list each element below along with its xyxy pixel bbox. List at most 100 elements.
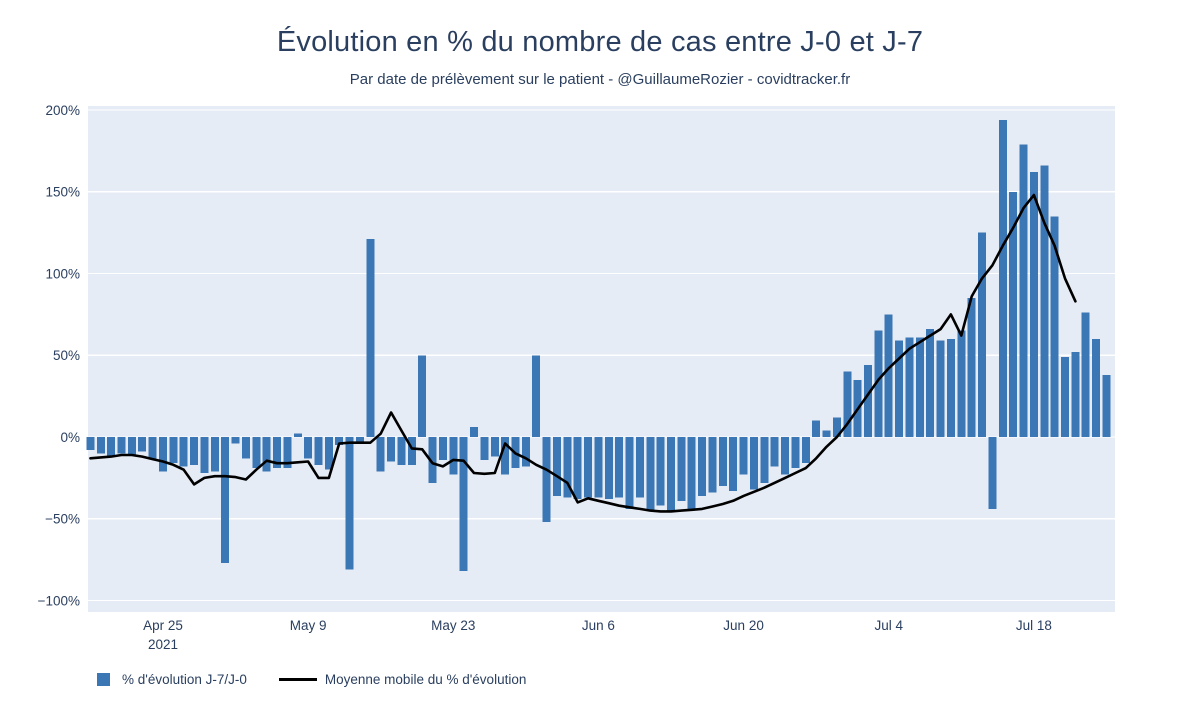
evolution-bar: [635, 437, 644, 498]
evolution-bar: [573, 437, 582, 500]
evolution-bar: [418, 355, 427, 437]
evolution-bar: [832, 417, 841, 437]
x-tick-label: Jun 6: [582, 618, 615, 633]
bar-series-swatch: [97, 672, 110, 686]
evolution-bar: [760, 437, 769, 483]
moving-average-line: [89, 193, 1077, 513]
evolution-bar: [698, 437, 707, 496]
evolution-bar: [169, 437, 178, 464]
evolution-bar: [200, 437, 209, 473]
x-tick-year-label: 2021: [148, 637, 178, 652]
evolution-bar: [988, 437, 997, 509]
chart-subtitle: Par date de prélèvement sur le patient -…: [349, 71, 851, 88]
evolution-bar: [428, 437, 437, 483]
evolution-bar: [210, 437, 219, 472]
evolution-bar: [1081, 312, 1090, 437]
evolution-bar: [387, 437, 396, 462]
evolution-bar: [480, 437, 489, 460]
evolution-bar: [739, 437, 748, 475]
evolution-bar: [490, 437, 499, 457]
evolution-bar: [946, 338, 955, 437]
evolution-bar: [1009, 191, 1018, 437]
evolution-bar: [335, 437, 344, 446]
evolution-bar: [718, 437, 727, 487]
evolution-bar: [117, 437, 126, 454]
evolution-bar: [1050, 216, 1059, 437]
evolution-bar: [355, 437, 364, 444]
evolution-bar: [864, 365, 872, 437]
evolution-bar: [978, 232, 987, 437]
evolution-bar: [625, 437, 634, 509]
evolution-bar: [687, 437, 696, 511]
x-tick-label: Jul 4: [874, 618, 903, 633]
evolution-bar: [708, 437, 717, 493]
evolution-bar: [138, 437, 147, 452]
evolution-bar: [190, 437, 199, 465]
evolution-bar: [998, 119, 1007, 437]
evolution-bar: [1092, 338, 1101, 437]
evolution-bar: [438, 437, 447, 460]
evolution-bar: [521, 437, 530, 467]
evolution-bar: [459, 437, 468, 572]
evolution-bar: [179, 437, 188, 467]
evolution-bar: [324, 437, 333, 470]
y-tick-label: −100%: [38, 593, 80, 608]
evolution-bar: [822, 430, 831, 437]
evolution-bar: [542, 437, 551, 523]
y-tick-label: 100%: [45, 266, 80, 281]
evolution-bar: [345, 437, 354, 570]
evolution-bar: [1102, 374, 1111, 437]
x-tick-label: Jun 20: [723, 618, 764, 633]
evolution-bar: [252, 437, 261, 469]
evolution-bar: [874, 330, 883, 437]
evolution-bar: [791, 437, 800, 469]
y-tick-label: 0%: [60, 430, 80, 445]
evolution-bar: [127, 437, 136, 455]
evolution-bar: [915, 337, 924, 437]
evolution-bar: [1071, 351, 1080, 437]
evolution-bar: [729, 437, 738, 491]
evolution-bar: [677, 437, 686, 501]
y-tick-label: 50%: [53, 348, 80, 363]
evolution-bar: [397, 437, 406, 465]
evolution-bar: [584, 437, 593, 498]
evolution-bar: [812, 420, 821, 437]
evolution-bar: [532, 355, 541, 437]
x-tick-label: Apr 25: [143, 618, 183, 633]
evolution-bar: [884, 314, 893, 437]
evolution-bar: [895, 340, 904, 437]
evolution-bar: [470, 427, 479, 437]
evolution-bar: [273, 437, 282, 469]
evolution-bar: [801, 437, 810, 464]
evolution-bar: [646, 437, 655, 511]
evolution-bar: [366, 239, 375, 437]
evolution-bar: [957, 330, 966, 437]
evolution-bar: [283, 437, 292, 469]
x-tick-label: Jul 18: [1016, 618, 1052, 633]
evolution-bar: [615, 437, 624, 498]
evolution-bar: [148, 437, 157, 459]
evolution-bar: [781, 437, 790, 475]
chart-legend: % d'évolution J-7/J-0 Moyenne mobile du …: [97, 668, 526, 690]
evolution-bar: [231, 437, 240, 444]
evolution-bar: [905, 337, 914, 437]
evolution-bar: [1060, 356, 1069, 437]
evolution-bar: [293, 433, 302, 437]
evolution-bar: [552, 437, 561, 496]
evolution-bar: [1029, 172, 1038, 437]
evolution-bar: [158, 437, 167, 472]
evolution-bar: [501, 437, 510, 475]
evolution-bar: [967, 298, 976, 437]
x-tick-label: May 9: [290, 618, 327, 633]
bar-series-label: % d'évolution J-7/J-0: [122, 671, 247, 687]
evolution-bar: [604, 437, 613, 500]
line-series-label: Moyenne mobile du % d'évolution: [324, 671, 527, 687]
evolution-bar: [241, 437, 250, 459]
y-tick-label: 200%: [45, 103, 80, 118]
evolution-bar: [304, 437, 313, 459]
evolution-bar: [86, 437, 95, 451]
evolution-bar: [667, 437, 676, 511]
evolution-bar: [749, 437, 758, 490]
y-tick-label: 150%: [45, 185, 80, 200]
